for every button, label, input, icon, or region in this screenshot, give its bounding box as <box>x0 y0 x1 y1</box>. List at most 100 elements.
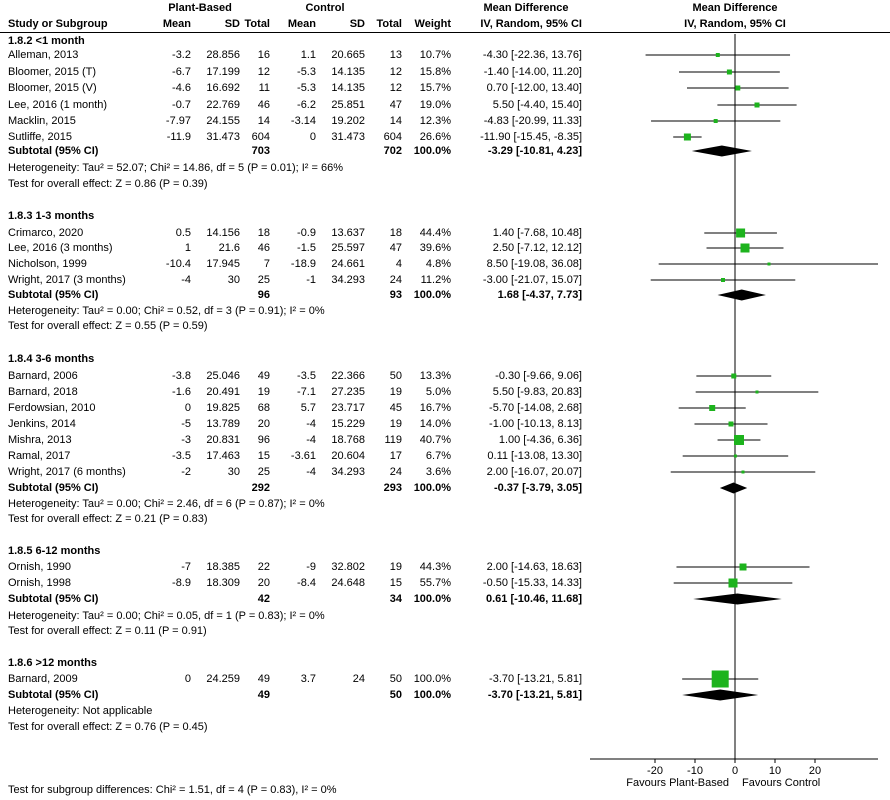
subtotal-diamond <box>691 145 752 157</box>
effect-square <box>739 563 747 571</box>
col-weight: 15.8% <box>419 66 451 78</box>
col-total2: 12 <box>389 82 402 94</box>
section-label: 1.8.3 1-3 months <box>0 209 890 223</box>
study-name: Lee, 2016 (1 month) <box>8 99 108 111</box>
col-total1: 25 <box>257 466 270 478</box>
col-sd2: 18.768 <box>331 434 365 446</box>
col-ci-text: -0.30 [-9.66, 9.06] <box>495 370 582 382</box>
plot-title: Mean Difference <box>692 2 778 14</box>
col-total2: 50 <box>389 673 402 685</box>
col-total2: 18 <box>389 227 402 239</box>
effect-square <box>713 119 718 123</box>
effect-square <box>721 278 725 282</box>
study-row: Crimarco, 2020 0.5 14.156 18 -0.9 13.637 18 44.… <box>0 226 890 240</box>
col-total2: 13 <box>389 49 402 61</box>
overall-effect-text: Test for overall effect: Z = 0.55 (P = 0… <box>8 320 208 332</box>
col-total1: 16 <box>257 49 270 61</box>
study-name: Ornish, 1998 <box>8 577 71 589</box>
study-column-header: Study or Subgroup <box>8 18 108 30</box>
col-total1: 20 <box>257 418 270 430</box>
study-row: Bloomer, 2015 (V) -4.6 16.692 11 -5.3 14.135 1… <box>0 81 890 95</box>
study-row: Bloomer, 2015 (T) -6.7 17.199 12 -5.3 14.135 1… <box>0 65 890 79</box>
col-sd1: 25.046 <box>206 370 240 382</box>
heterogeneity-text: Heterogeneity: Tau² = 0.00; Chi² = 0.05,… <box>8 610 325 622</box>
study-row: Ramal, 2017 -3.5 17.463 15 -3.61 20.604 17 6.7%… <box>0 449 890 463</box>
col-ci-text: 1.00 [-4.36, 6.36] <box>498 434 582 446</box>
effect-square <box>715 53 720 57</box>
effect-square <box>728 578 738 588</box>
overall-effect-note: Test for overall effect: Z = 0.21 (P = 0… <box>0 512 890 526</box>
col-total2: 19 <box>389 418 402 430</box>
effect-square <box>731 373 737 379</box>
col-total1: 49 <box>257 370 270 382</box>
col-mean2: -0.9 <box>297 227 316 239</box>
col-mean1: -4 <box>181 274 191 286</box>
col-total2: 119 <box>384 434 402 446</box>
col-sd1: 16.692 <box>206 82 240 94</box>
col-total1: 292 <box>251 482 270 494</box>
overall-effect-text: Test for overall effect: Z = 0.76 (P = 0… <box>8 721 208 733</box>
col-sd1: 30 <box>227 466 240 478</box>
overall-effect-note: Test for overall effect: Z = 0.55 (P = 0… <box>0 319 890 333</box>
section-label: 1.8.6 >12 months <box>0 656 890 670</box>
subtotal-row: Subtotal (95% CI) 49 50 100.0% -3.70 [-13.21… <box>0 688 890 702</box>
col-sd1: 24.259 <box>206 673 240 685</box>
col-total1: 20 <box>257 577 270 589</box>
mean2-column-header: Mean <box>287 18 316 30</box>
col-weight: 14.0% <box>419 418 451 430</box>
effect-square <box>726 69 732 75</box>
col-total2: 47 <box>389 242 402 254</box>
col-sd2: 24 <box>352 673 365 685</box>
col-sd2: 14.135 <box>331 66 365 78</box>
col-total1: 7 <box>263 258 270 270</box>
subtotal-row: Subtotal (95% CI) 96 93 100.0% 1.68 [-4.37, … <box>0 288 890 302</box>
axis-tick-label: -20 <box>647 765 663 777</box>
total2-column-header: Total <box>376 18 402 30</box>
col-sd1: 21.6 <box>218 242 240 254</box>
study-row: Barnard, 2009 0 24.259 49 3.7 24 50 100.0% -3.70… <box>0 672 890 686</box>
col-mean1: -0.7 <box>172 99 191 111</box>
sd2-column-header: SD <box>349 18 365 30</box>
col-weight: 11.2% <box>420 274 451 286</box>
col-sd1: 19.825 <box>206 402 240 414</box>
col-sd2: 31.473 <box>331 131 365 143</box>
col-weight: 10.7% <box>419 49 451 61</box>
col-total2: 19 <box>389 386 402 398</box>
col-weight: 19.0% <box>419 99 451 111</box>
col-sd1: 13.789 <box>206 418 240 430</box>
col-sd1: 14.156 <box>206 227 240 239</box>
col-weight: 100.0% <box>413 593 451 605</box>
col-total2: 12 <box>389 66 402 78</box>
col-mean2: -7.1 <box>297 386 316 398</box>
study-row: Nicholson, 1999 -10.4 17.945 7 -18.9 24.661 4 4… <box>0 257 890 271</box>
col-ci-text: -4.83 [-20.99, 11.33] <box>483 115 582 127</box>
col-mean2: 3.7 <box>300 673 316 685</box>
col-weight: 3.6% <box>425 466 451 478</box>
col-mean2: -18.9 <box>290 258 316 270</box>
study-row: Ornish, 1998 -8.9 18.309 20 -8.4 24.648 15 55.7… <box>0 576 890 590</box>
study-name: Lee, 2016 (3 months) <box>8 242 113 254</box>
col-total1: 703 <box>251 145 270 157</box>
col-total1: 14 <box>257 115 270 127</box>
study-row: Sutliffe, 2015 -11.9 31.473 604 0 31.473 604 26… <box>0 130 890 144</box>
weight-column-header: Weight <box>414 18 451 30</box>
col-total2: 47 <box>389 99 402 111</box>
col-sd2: 19.202 <box>331 115 365 127</box>
col-weight: 44.3% <box>419 561 451 573</box>
col-ci-text: -1.40 [-14.00, 11.20] <box>483 66 582 78</box>
col-sd2: 25.851 <box>331 99 365 111</box>
col-mean2: -9 <box>306 561 316 573</box>
col-mean1: -11.9 <box>166 131 191 143</box>
col-total1: 22 <box>257 561 270 573</box>
col-weight: 100.0% <box>413 689 451 701</box>
col-weight: 6.7% <box>425 450 451 462</box>
col-total1: 11 <box>258 82 270 94</box>
col-total2: 50 <box>389 370 402 382</box>
study-name: Wright, 2017 (3 months) <box>8 274 126 286</box>
col-weight: 100.0% <box>413 673 451 685</box>
header-separator <box>0 32 890 33</box>
effect-square <box>736 228 746 238</box>
col-sd2: 24.661 <box>331 258 365 270</box>
col-ci-text: -0.50 [-15.33, 14.33] <box>482 577 582 589</box>
